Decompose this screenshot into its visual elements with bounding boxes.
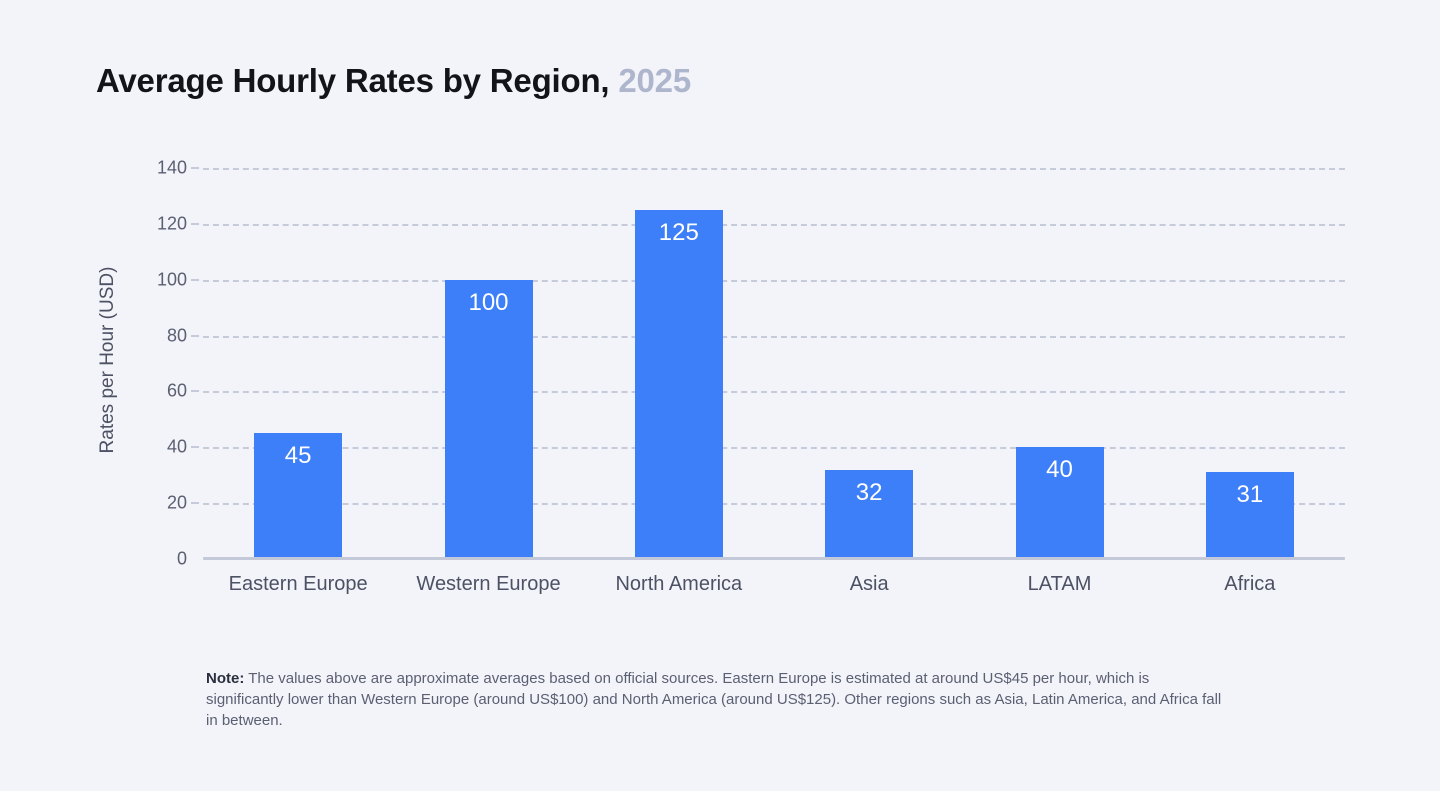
gridlines <box>203 168 1345 559</box>
y-axis-tick-mark <box>191 222 199 225</box>
plot-area: 45 100 125 32 40 31 <box>203 168 1345 559</box>
y-axis-tick-label: 100 <box>156 269 187 290</box>
bar[interactable]: 125 <box>634 209 723 559</box>
x-axis-baseline <box>203 557 1345 560</box>
chart-title-separator: , <box>600 62 610 99</box>
gridline <box>203 391 1345 394</box>
x-axis-category-label: North America <box>615 573 743 595</box>
page-title: Average Hourly Rates by Region, 2025 <box>96 62 691 100</box>
x-axis-category-label: LATAM <box>1027 573 1092 595</box>
note-prefix: Note: <box>206 670 245 687</box>
y-axis-tick-label: 120 <box>156 213 187 234</box>
bar-value-label: 31 <box>1236 481 1264 509</box>
bar[interactable]: 32 <box>825 469 914 559</box>
bar[interactable]: 40 <box>1015 447 1104 559</box>
y-axis-tick-label: 80 <box>166 325 187 346</box>
bar[interactable]: 45 <box>254 433 343 559</box>
bar[interactable]: 31 <box>1205 472 1294 559</box>
x-axis-category-label: Western Europe <box>416 573 561 595</box>
bar[interactable]: 100 <box>444 279 533 559</box>
chart-note: Note: The values above are approximate a… <box>206 668 1226 731</box>
y-axis-tick-label: 20 <box>166 492 187 513</box>
gridline <box>203 503 1345 506</box>
bar-value-label: 32 <box>855 478 883 506</box>
y-axis-title: Rates per Hour (USD) <box>97 266 118 454</box>
x-axis-category-label: Africa <box>1224 573 1276 595</box>
x-axis-category-label: Asia <box>849 573 889 595</box>
y-axis-tick-mark <box>191 390 199 393</box>
gridline <box>203 335 1345 338</box>
y-axis-tick-label: 40 <box>166 436 187 457</box>
gridline <box>203 279 1345 282</box>
gridline <box>203 168 1345 170</box>
y-axis-tick-mark <box>191 502 199 505</box>
note-text: The values above are approximate average… <box>206 670 1222 729</box>
bar-value-label: 125 <box>658 218 699 246</box>
y-axis-tick-label: 140 <box>156 157 187 178</box>
y-axis-tick-mark <box>191 167 199 169</box>
bar-value-label: 40 <box>1046 456 1073 484</box>
y-axis-tick-label: 0 <box>176 548 187 569</box>
gridline <box>203 223 1345 226</box>
x-axis-category-label: Eastern Europe <box>228 573 368 595</box>
y-axis-tick-mark <box>191 446 199 449</box>
y-axis-tick-mark <box>191 278 199 281</box>
y-axis-tick-mark <box>191 334 199 337</box>
bar-value-label: 45 <box>284 442 312 470</box>
gridline <box>203 447 1345 450</box>
bar-value-label: 100 <box>468 288 509 316</box>
y-axis-tick-label: 60 <box>166 380 187 401</box>
chart-title-year: 2025 <box>618 62 691 99</box>
chart-title-main: Average Hourly Rates by Region <box>96 62 601 99</box>
